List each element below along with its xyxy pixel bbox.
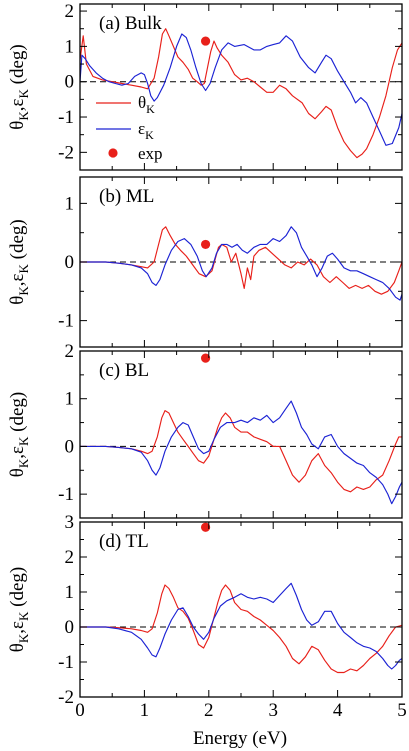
panel-label: (a) Bulk bbox=[99, 13, 162, 34]
y-tick-label: 2 bbox=[65, 1, 75, 22]
y-tick-label: 0 bbox=[65, 436, 75, 457]
theta-k-line bbox=[80, 585, 402, 673]
legend-exp-label: exp bbox=[138, 144, 163, 163]
y-tick-label: -1 bbox=[58, 484, 74, 505]
y-tick-label: -1 bbox=[58, 652, 74, 673]
y-axis-label: θK,εK (deg) bbox=[7, 567, 31, 652]
y-tick-label: 1 bbox=[65, 193, 75, 214]
y-axis-label: θK,εK (deg) bbox=[7, 219, 31, 304]
x-axis-label: Energy (eV) bbox=[193, 728, 287, 749]
theta-k-line bbox=[80, 411, 402, 492]
y-tick-label: 0 bbox=[65, 72, 75, 93]
exp-point bbox=[201, 36, 210, 45]
x-tick-label: 1 bbox=[140, 700, 150, 721]
theta-k-line bbox=[80, 227, 402, 294]
y-tick-label: 2 bbox=[65, 341, 75, 362]
x-tick-label: 0 bbox=[75, 700, 85, 721]
panels: -2 -1 0 1 2 (a) Bulk θK,εK (deg) θK εK exp -1 0 1 (b)… bbox=[7, 1, 407, 721]
y-tick-label: 2 bbox=[65, 547, 75, 568]
panel-1: -2 -1 0 1 2 (a) Bulk θK,εK (deg) θK εK exp bbox=[7, 1, 402, 170]
y-tick-label: 0 bbox=[65, 617, 75, 638]
panel-2: -1 0 1 (b) ML θK,εK (deg) bbox=[7, 177, 402, 347]
theta-k-line bbox=[80, 29, 402, 158]
legend-exp-marker bbox=[108, 148, 117, 157]
y-tick-label: -2 bbox=[58, 687, 74, 708]
panel-4: 0 1 2 3 4 5 -2 -1 0 1 2 3 (d) TL θK,εK (deg) bbox=[7, 512, 407, 721]
panel-label: (b) ML bbox=[99, 186, 154, 207]
y-tick-label: -1 bbox=[58, 107, 74, 128]
exp-point bbox=[201, 240, 210, 249]
y-tick-label: -2 bbox=[58, 142, 74, 163]
panel-label: (c) BL bbox=[99, 360, 149, 381]
eps-k-line bbox=[80, 227, 402, 300]
x-tick-label: 4 bbox=[333, 700, 343, 721]
eps-k-line bbox=[80, 401, 402, 504]
y-tick-label: 1 bbox=[65, 36, 75, 57]
y-tick-label: -1 bbox=[58, 311, 74, 332]
legend-eps-label: εK bbox=[138, 119, 154, 142]
y-axis-label: θK,εK (deg) bbox=[7, 44, 31, 129]
legend: θK εK exp bbox=[96, 93, 163, 163]
eps-k-line bbox=[80, 583, 402, 669]
x-tick-label: 2 bbox=[204, 700, 214, 721]
x-tick-label: 3 bbox=[268, 700, 278, 721]
y-tick-label: 3 bbox=[65, 512, 75, 533]
panel-label: (d) TL bbox=[99, 531, 149, 552]
y-tick-label: 1 bbox=[65, 389, 75, 410]
panel-3: -1 0 1 2 (c) BL θK,εK (deg) bbox=[7, 341, 402, 518]
y-tick-label: 0 bbox=[65, 252, 75, 273]
x-tick-label: 5 bbox=[397, 700, 407, 721]
legend-theta-label: θK bbox=[138, 93, 155, 116]
y-axis-label: θK,εK (deg) bbox=[7, 392, 31, 477]
y-tick-label: 1 bbox=[65, 582, 75, 603]
